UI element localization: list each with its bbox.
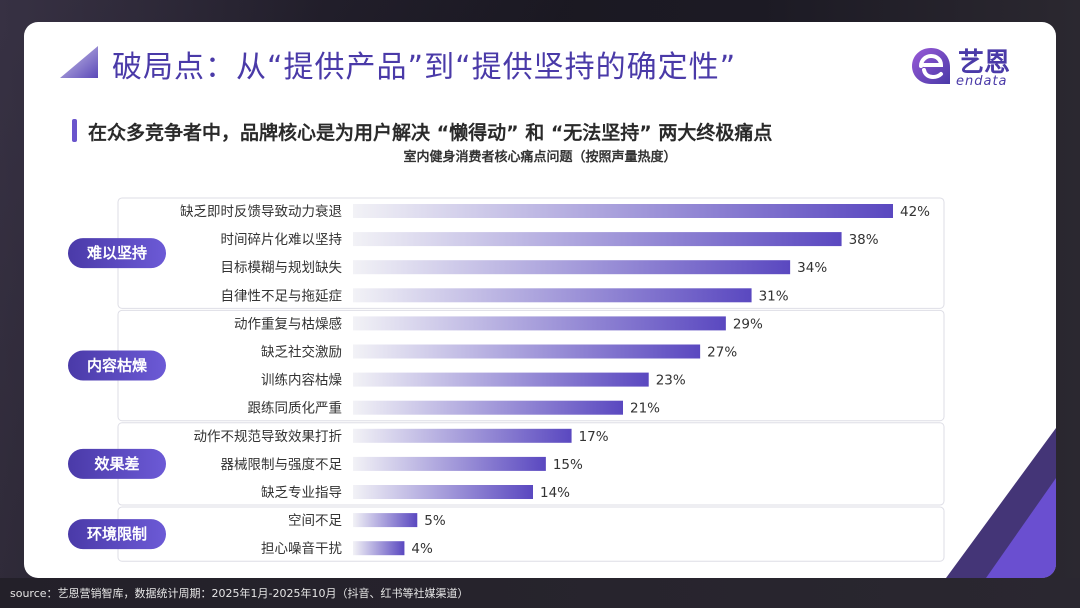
bar [353, 400, 623, 415]
logo-name-cn: 艺恩 [958, 48, 1011, 78]
bar [353, 204, 893, 218]
bar [353, 316, 726, 331]
bar [353, 372, 649, 387]
corner-decoration-accent [986, 478, 1056, 578]
chart-title: 室内健身消费者核心痛点问题（按照声量热度） [403, 150, 677, 165]
category-label: 缺乏社交激励 [261, 344, 342, 361]
category-label: 目标模糊与规划缺失 [221, 260, 343, 276]
value-label: 5% [424, 513, 446, 529]
value-label: 23% [656, 373, 686, 389]
category-label: 器械限制与强度不足 [221, 457, 343, 473]
bar [353, 288, 752, 303]
page-title: 破局点：从“提供产品”到“提供坚持的确定性” [112, 50, 737, 85]
footer-strip [0, 578, 1080, 608]
value-label: 31% [759, 288, 789, 304]
group-label: 效果差 [94, 455, 139, 473]
group-box [117, 506, 945, 562]
category-label: 空间不足 [288, 513, 342, 529]
bar [353, 541, 405, 556]
group-label: 环境限制 [87, 525, 147, 543]
group-label: 难以坚持 [86, 244, 147, 262]
slide-card: 破局点：从“提供产品”到“提供坚持的确定性” 艺恩 endata 在众多竞争者中… [24, 22, 1056, 578]
subtitle-accent-bar [72, 119, 77, 142]
category-label: 动作不规范导致效果打折 [194, 428, 343, 445]
brand-logo: 艺恩 endata [908, 42, 1038, 96]
value-label: 29% [733, 316, 763, 332]
group-pill [68, 350, 166, 381]
group-pill [68, 519, 166, 550]
bar [353, 260, 791, 275]
value-label: 4% [411, 541, 433, 557]
category-label: 跟练同质化严重 [248, 401, 343, 417]
bar [353, 485, 533, 499]
category-label: 担心噪音干扰 [261, 540, 342, 557]
category-label: 时间碎片化难以坚持 [221, 232, 343, 248]
category-label: 自律性不足与拖延症 [221, 288, 343, 304]
bar [353, 456, 546, 471]
source-note: source：艺恩营销智库，数据统计周期：2025年1月-2025年10月（抖音… [10, 587, 469, 600]
value-label: 15% [553, 457, 583, 473]
logo-name-en: endata [956, 74, 1008, 89]
value-label: 38% [849, 232, 879, 248]
subtitle: 在众多竞争者中，品牌核心是为用户解决 “懒得动” 和 “无法坚持” 两大终极痛点 [88, 122, 773, 144]
value-label: 34% [797, 260, 827, 276]
group-pill [68, 238, 166, 269]
bar [353, 344, 701, 359]
category-label: 训练内容枯燥 [261, 372, 342, 389]
value-label: 17% [579, 429, 609, 445]
group-pill [68, 448, 166, 479]
bar [353, 428, 572, 443]
category-label: 动作重复与枯燥感 [234, 315, 342, 332]
value-label: 21% [630, 401, 660, 417]
bar [353, 513, 418, 528]
group-label: 内容枯燥 [87, 357, 148, 375]
title-triangle-icon [60, 46, 98, 78]
endata-logo-icon [912, 48, 950, 84]
bar [353, 232, 842, 247]
category-label: 缺乏即时反馈导致动力衰退 [180, 203, 342, 220]
value-label: 14% [540, 485, 570, 501]
value-label: 42% [900, 204, 930, 220]
category-label: 缺乏专业指导 [261, 485, 342, 501]
value-label: 27% [707, 345, 737, 361]
